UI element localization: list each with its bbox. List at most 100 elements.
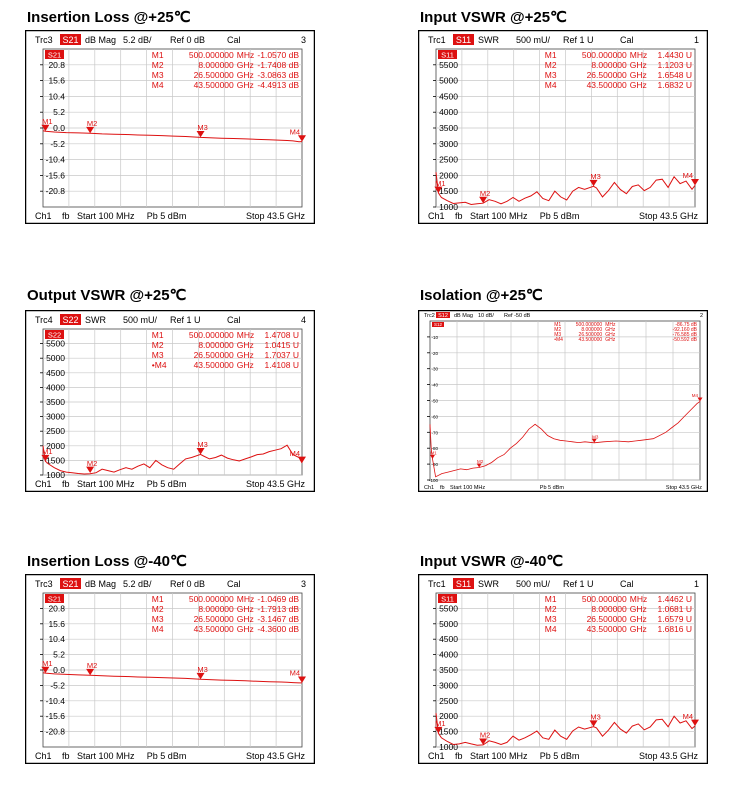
marker-table-value: -1.7913 dB [257,604,299,614]
marker-table-value: -92.160 dB [673,327,698,333]
chart-title-input-vswr-25c: Input VSWR @+25℃ [420,9,567,26]
marker-triangle [434,186,443,194]
marker-label: M1 [42,117,52,126]
marker-table-unit: GHz [237,60,254,70]
y-tick-label: 3000 [439,139,458,149]
footer-stop: Stop 43.5 GHz [639,751,699,761]
y-tick-label: 4000 [439,107,458,117]
marker-table-freq: 500.000000 [582,50,627,60]
y-tick-label: 15.6 [48,76,65,86]
y-tick-label: -30 [431,367,438,372]
y-tick-label: 2000 [439,170,458,180]
marker-table-unit: GHz [237,614,254,624]
trace-line [42,672,302,684]
vna-screen-isolation-25c: Trc2 S12 dB Mag 10 dB/Ref -50 dB 2 -10 -20 -30-… [418,310,708,492]
param-badge [60,314,81,325]
marker-table-value: -1.0570 dB [257,50,299,60]
marker-table-id: M2 [152,604,164,614]
channel-number: 1 [694,579,699,589]
marker-table-id: M1 [545,594,557,604]
marker-table-freq: 8.000000 [591,60,627,70]
channel-number: 2 [700,313,703,319]
footer-mode: fb [440,485,445,491]
y-tick-label: -80 [431,446,438,451]
marker-triangle [41,666,50,674]
vna-screen-input-vswr-25c: Trc1 S11 SWR 500 mU/Ref 1 U Cal 1 5500 5000 4500… [418,30,708,224]
marker-table-freq: 500.000000 [189,594,234,604]
param-badge [60,578,81,589]
footer-stop: Stop 43.5 GHz [666,485,702,491]
marker-table-value: 1.0681 U [658,604,693,614]
param-label: S12 [438,313,448,319]
marker-table-unit: GHz [237,350,254,360]
marker-table-unit: GHz [605,332,616,338]
marker-table-freq: 8.000000 [198,340,234,350]
marker-table-value: 1.4430 U [658,50,693,60]
marker-table-id: M3 [152,614,164,624]
channel-number: 1 [694,35,699,45]
marker-table-value: -4.3600 dB [257,624,299,634]
marker-triangle [298,456,306,463]
marker-table-freq: 43.500000 [579,337,603,343]
marker-triangle [589,179,598,187]
marker-table-value: 1.4462 U [658,594,693,604]
y-tick-label: -15.6 [46,711,66,721]
trace-label: Trc2 [424,313,435,319]
footer-mode: fb [455,751,463,761]
marker-triangle [434,726,443,734]
footer-mode: fb [62,751,70,761]
marker-table-value: 1.6548 U [658,70,693,80]
marker-table-unit: GHz [237,340,254,350]
y-tick-label: -40 [431,383,438,388]
y-tick-label: 20.8 [48,603,65,613]
y-tick-label: 1000 [439,202,458,212]
param-tag-text: S21 [48,51,61,60]
vna-chart: Trc3 S21 dB Mag 5.2 dB/Ref 0 dB Cal 3 20.8 15.6… [25,574,315,764]
param-tag [45,50,64,59]
footer-stop: Stop 43.5 GHz [246,751,306,761]
vna-screen-insertion-loss-25c: Trc3 S21 dB Mag 5.2 dB/Ref 0 dB Cal 3 20.8 15.6… [25,30,315,224]
y-tick-label: -15.6 [46,170,66,180]
y-tick-label: 15.6 [48,619,65,629]
footer-mode: fb [62,479,70,489]
marker-label: M2 [87,661,97,670]
y-tick-label: 0.0 [53,665,65,675]
chart-title-isolation-25c: Isolation @+25℃ [420,287,543,304]
y-tick-label: -10 [431,335,438,340]
marker-table-unit: MHz [630,50,647,60]
ref-label: Ref 0 dB [170,35,205,45]
marker-table-unit: GHz [605,327,616,333]
y-tick-label: -10.4 [46,155,66,165]
cal-label: Cal [227,315,241,325]
y-tick-label: 2000 [46,441,65,451]
y-tick-label: 3500 [439,665,458,675]
y-tick-label: 2000 [439,711,458,721]
y-tick-label: 10.4 [48,91,65,101]
chart-title-input-vswr-m40c: Input VSWR @-40℃ [420,553,564,570]
y-tick-label: 5000 [439,619,458,629]
marker-table-unit: GHz [630,60,647,70]
footer-power: Pb 5 dBm [147,479,187,489]
marker-label: M3 [590,713,600,722]
marker-table-id: M2 [152,340,164,350]
footer-stop: Stop 43.5 GHz [246,211,306,221]
marker-table-freq: 500.000000 [189,330,234,340]
marker-table-value: 1.6832 U [658,80,693,90]
y-tick-label: -5.2 [50,139,65,149]
marker-table-value: -50.592 dB [673,337,698,343]
y-tick-label: 2500 [46,426,65,436]
footer-stop: Stop 43.5 GHz [246,479,306,489]
marker-table-freq: 43.500000 [194,624,234,634]
marker-table-id: M1 [152,50,164,60]
scale-label: 500 mU/ [516,579,551,589]
footer-power: Pb 5 dBm [540,751,580,761]
trace-label: Trc3 [35,579,53,589]
y-tick-label: 3000 [46,412,65,422]
marker-table-freq: 43.500000 [194,80,234,90]
trace-line [42,130,303,143]
marker-table-id: M4 [545,80,557,90]
marker-table-id: M4 [152,624,164,634]
marker-table-unit: GHz [237,70,254,80]
y-tick-label: 1500 [439,727,458,737]
vna-chart: Trc2 S12 dB Mag 10 dB/Ref -50 dB 2-10-20-30-… [418,310,708,492]
